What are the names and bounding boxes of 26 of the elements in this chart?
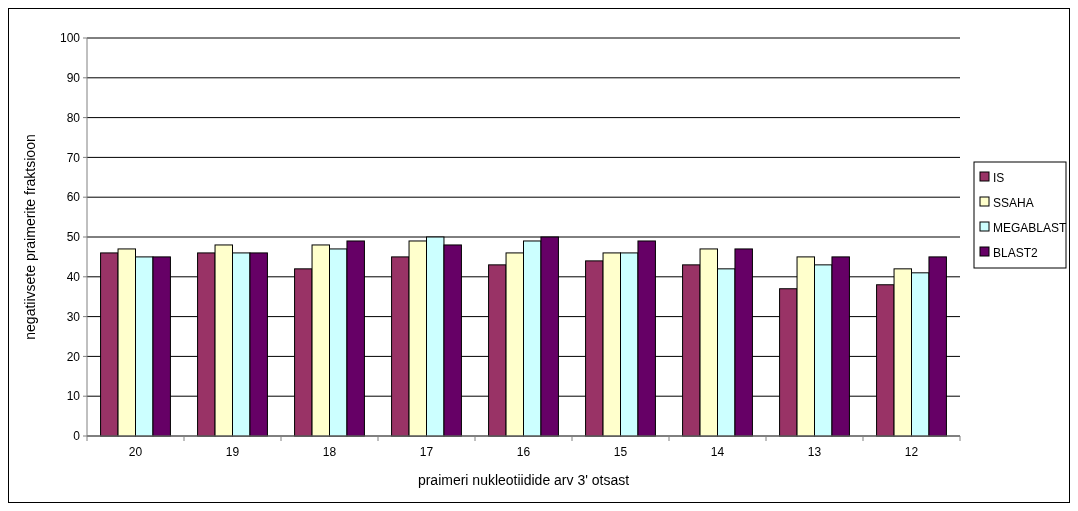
x-tick-label: 13: [807, 445, 822, 459]
y-tick-label: 60: [66, 190, 81, 205]
x-tick-label: 18: [322, 445, 337, 459]
y-tick-label: 10: [66, 389, 81, 404]
legend-label: MEGABLAST: [993, 221, 1068, 236]
legend-label: SSAHA: [993, 196, 1034, 211]
y-axis-title: negatiivsete praimerite fraktsioon: [22, 134, 38, 340]
y-tick-label: 50: [66, 230, 81, 245]
legend-label: IS: [993, 171, 1005, 186]
y-tick-label: 90: [66, 71, 81, 85]
legend-label: BLAST2: [993, 246, 1039, 261]
y-tick-label: 80: [66, 110, 81, 125]
y-tick-label: 30: [66, 309, 81, 324]
x-tick-label: 17: [419, 445, 434, 459]
x-tick-label: 19: [225, 445, 240, 459]
y-tick-label: 100: [59, 31, 81, 46]
y-tick-label: 20: [66, 349, 81, 364]
y-tick-label: 0: [73, 429, 81, 444]
y-tick-label: 70: [66, 150, 81, 165]
x-tick-label: 16: [516, 445, 531, 459]
x-tick-label: 20: [128, 445, 143, 459]
x-tick-label: 15: [613, 445, 628, 459]
x-tick-label: 14: [710, 445, 725, 459]
x-axis-title: praimeri nukleotiidide arv 3' otsast: [417, 472, 630, 488]
x-tick-label: 12: [904, 445, 919, 459]
y-tick-label: 40: [66, 270, 81, 284]
